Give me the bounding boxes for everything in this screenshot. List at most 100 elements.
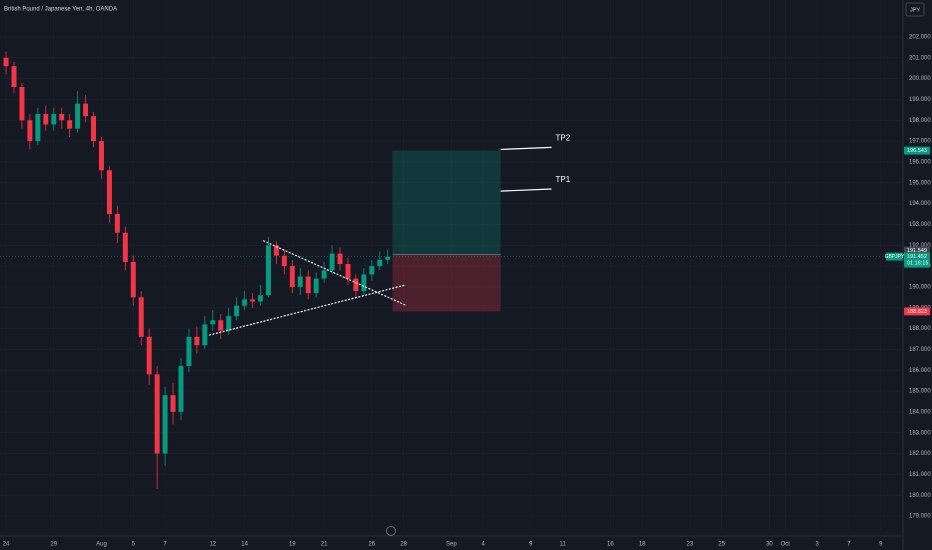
candle-body bbox=[265, 245, 271, 296]
x-tick-label: 9 bbox=[879, 542, 883, 548]
symbol-label: GBPJPY bbox=[885, 254, 905, 260]
profit-zone bbox=[392, 150, 501, 255]
x-tick-label: 3 bbox=[815, 542, 819, 548]
x-tick-label: 21 bbox=[321, 542, 328, 548]
loss-zone bbox=[392, 254, 501, 312]
y-tick-label: 194.000 bbox=[909, 201, 931, 207]
candle-body bbox=[369, 266, 375, 275]
candle-body bbox=[114, 214, 120, 233]
currency-box[interactable] bbox=[905, 2, 925, 17]
last-price-countdown: 01:16:15 bbox=[907, 261, 928, 267]
candle-body bbox=[337, 253, 343, 265]
candle-body bbox=[202, 324, 208, 346]
candle-body bbox=[250, 299, 256, 302]
candle-body bbox=[98, 141, 104, 171]
candle-body bbox=[345, 264, 351, 279]
target-label: TP2 bbox=[556, 133, 571, 142]
trendline bbox=[263, 240, 406, 306]
y-tick-label: 199.000 bbox=[909, 97, 931, 103]
chart-title: British Pound / Japanese Yen, 4h, OANDA bbox=[4, 7, 117, 13]
y-tick-label: 201.000 bbox=[909, 55, 931, 61]
x-tick-label: 4 bbox=[481, 542, 485, 548]
candle-body bbox=[59, 114, 65, 121]
last-price-tag bbox=[904, 252, 930, 268]
candle-body bbox=[83, 103, 89, 117]
candle-body bbox=[11, 66, 17, 87]
candle-body bbox=[154, 374, 160, 454]
candle-body bbox=[186, 336, 192, 367]
candle-body bbox=[91, 116, 97, 142]
candle-body bbox=[130, 261, 136, 298]
stop-price-label: 188.823 bbox=[907, 309, 927, 315]
candle-body bbox=[122, 232, 128, 262]
y-tick-label: 196.000 bbox=[909, 160, 931, 166]
x-tick-label: 11 bbox=[560, 542, 567, 548]
target-price-tag bbox=[904, 146, 930, 155]
y-tick-label: 192.000 bbox=[909, 243, 931, 249]
y-tick-label: 200.000 bbox=[909, 76, 931, 82]
candle-body bbox=[162, 395, 168, 454]
y-tick-label: 197.000 bbox=[909, 139, 931, 145]
candle-body bbox=[210, 320, 216, 325]
x-tick-label: 19 bbox=[289, 542, 296, 548]
y-tick-label: 198.000 bbox=[909, 118, 931, 124]
target-line bbox=[500, 146, 552, 151]
candle-body bbox=[19, 86, 25, 121]
currency[interactable]: JPY bbox=[910, 7, 920, 13]
y-tick-label: 184.000 bbox=[909, 409, 931, 415]
x-tick-label: 30 bbox=[766, 542, 773, 548]
y-tick-label: 193.000 bbox=[909, 222, 931, 228]
candle-body bbox=[146, 336, 152, 375]
y-tick-label: 188.000 bbox=[909, 326, 931, 332]
candle-body bbox=[218, 320, 224, 331]
x-tick-label: 16 bbox=[607, 542, 614, 548]
entry-price-tag bbox=[904, 246, 930, 255]
candle-body bbox=[27, 120, 33, 142]
x-tick-label: 24 bbox=[3, 542, 10, 548]
y-tick-label: 195.000 bbox=[909, 180, 931, 186]
candle-body bbox=[257, 295, 263, 302]
x-tick-label: 25 bbox=[718, 542, 725, 548]
x-tick-label: 12 bbox=[209, 542, 216, 548]
candle-body bbox=[35, 114, 41, 142]
x-tick-label: 7 bbox=[847, 542, 851, 548]
y-tick-label: 179.000 bbox=[909, 514, 931, 520]
stop-price-tag bbox=[904, 307, 930, 316]
candle-body bbox=[3, 57, 9, 67]
grid bbox=[0, 0, 903, 530]
x-tick-label: Sep bbox=[446, 542, 457, 548]
x-tick-label: 9 bbox=[529, 542, 533, 548]
candle-body bbox=[329, 253, 335, 271]
candle-body bbox=[353, 278, 359, 292]
y-tick-label: 185.000 bbox=[909, 389, 931, 395]
y-tick-label: 186.000 bbox=[909, 368, 931, 374]
last-price-label: 191.452 bbox=[907, 254, 927, 260]
trendline bbox=[209, 284, 406, 336]
y-tick-label: 181.000 bbox=[909, 472, 931, 478]
candle-body bbox=[43, 114, 49, 125]
x-tick-label: 5 bbox=[132, 542, 136, 548]
candle-body bbox=[67, 120, 73, 129]
x-tick-label: 23 bbox=[687, 542, 694, 548]
candle-body bbox=[170, 395, 176, 412]
target-label: TP1 bbox=[556, 175, 571, 184]
y-tick-label: 202.000 bbox=[909, 35, 931, 41]
logo-icon[interactable] bbox=[386, 526, 396, 536]
labels: 179.000 180.000 181.000 182.000 183.000 184.0… bbox=[3, 35, 932, 548]
candle-body bbox=[313, 278, 319, 294]
target-line bbox=[500, 188, 552, 192]
candle-body bbox=[321, 270, 327, 279]
y-tick-label: 180.000 bbox=[909, 493, 931, 499]
x-tick-label: 26 bbox=[368, 542, 375, 548]
entry-price-label: 191.549 bbox=[907, 248, 927, 254]
marks bbox=[0, 51, 903, 489]
y-tick-label: 183.000 bbox=[909, 430, 931, 436]
x-tick-label: 18 bbox=[639, 542, 646, 548]
y-tick-label: 190.000 bbox=[909, 284, 931, 290]
x-tick-label: 7 bbox=[163, 542, 167, 548]
candle-body bbox=[75, 103, 81, 129]
candle-body bbox=[289, 266, 295, 287]
x-tick-label: 29 bbox=[50, 542, 57, 548]
candle-body bbox=[226, 316, 232, 331]
